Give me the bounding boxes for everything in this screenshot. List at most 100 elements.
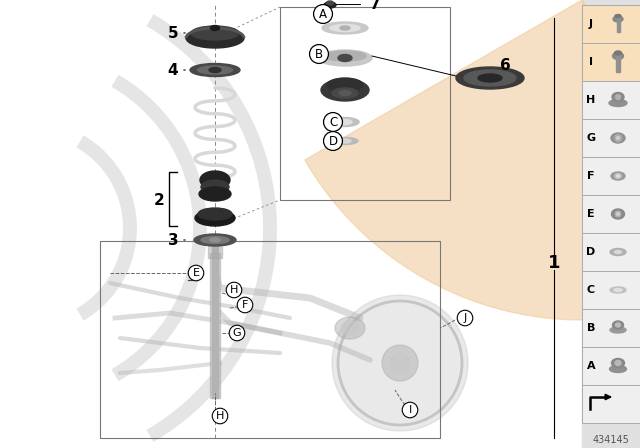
Text: B: B xyxy=(315,47,323,60)
Bar xyxy=(582,385,640,423)
Ellipse shape xyxy=(610,287,626,293)
Ellipse shape xyxy=(612,52,623,60)
Bar xyxy=(582,119,640,157)
Bar xyxy=(582,271,640,309)
Bar xyxy=(582,0,640,448)
Ellipse shape xyxy=(612,92,624,102)
Bar xyxy=(582,81,640,119)
Bar xyxy=(616,18,620,32)
Ellipse shape xyxy=(339,139,351,143)
Text: D: D xyxy=(586,247,596,257)
Ellipse shape xyxy=(331,117,359,126)
Ellipse shape xyxy=(610,327,626,333)
Text: G: G xyxy=(233,328,241,338)
Ellipse shape xyxy=(613,16,623,22)
Ellipse shape xyxy=(616,137,620,139)
Text: C: C xyxy=(329,116,337,129)
Ellipse shape xyxy=(612,321,623,329)
Ellipse shape xyxy=(191,26,239,40)
Ellipse shape xyxy=(324,51,366,61)
Ellipse shape xyxy=(338,55,352,61)
Text: F: F xyxy=(588,171,595,181)
Ellipse shape xyxy=(340,26,350,30)
Bar xyxy=(582,347,640,385)
Bar xyxy=(616,55,620,72)
Text: 2: 2 xyxy=(154,193,164,207)
Ellipse shape xyxy=(464,70,516,86)
Bar xyxy=(582,195,640,233)
Text: I: I xyxy=(589,57,593,67)
Text: I: I xyxy=(408,405,412,415)
Ellipse shape xyxy=(186,28,244,48)
Ellipse shape xyxy=(198,66,232,74)
Ellipse shape xyxy=(332,88,358,98)
Text: 1: 1 xyxy=(548,254,560,272)
Ellipse shape xyxy=(210,238,220,242)
Ellipse shape xyxy=(611,358,625,367)
Ellipse shape xyxy=(195,210,235,226)
Ellipse shape xyxy=(339,90,351,95)
Bar xyxy=(210,253,220,398)
Text: H: H xyxy=(586,95,596,105)
Ellipse shape xyxy=(614,51,621,55)
Text: J: J xyxy=(463,313,467,323)
Ellipse shape xyxy=(335,317,365,339)
Ellipse shape xyxy=(614,250,621,254)
Ellipse shape xyxy=(327,78,363,92)
Text: 7: 7 xyxy=(370,0,380,12)
Ellipse shape xyxy=(616,175,620,177)
Circle shape xyxy=(332,295,468,431)
Ellipse shape xyxy=(198,208,232,220)
Ellipse shape xyxy=(478,74,502,82)
Ellipse shape xyxy=(610,249,626,255)
Ellipse shape xyxy=(616,212,620,215)
Ellipse shape xyxy=(615,361,621,366)
Ellipse shape xyxy=(201,237,229,244)
Ellipse shape xyxy=(609,99,627,107)
Ellipse shape xyxy=(456,67,524,89)
Ellipse shape xyxy=(616,95,621,99)
Text: 5: 5 xyxy=(168,26,179,40)
Bar xyxy=(582,157,640,195)
Text: C: C xyxy=(587,285,595,295)
Ellipse shape xyxy=(616,323,621,327)
Bar xyxy=(582,233,640,271)
Ellipse shape xyxy=(611,133,625,143)
Ellipse shape xyxy=(324,2,336,8)
Circle shape xyxy=(390,353,410,373)
Ellipse shape xyxy=(614,289,622,292)
Ellipse shape xyxy=(326,1,333,5)
Ellipse shape xyxy=(615,14,621,17)
Text: D: D xyxy=(328,134,337,147)
Text: G: G xyxy=(586,133,596,143)
Ellipse shape xyxy=(190,64,240,77)
Wedge shape xyxy=(305,0,640,320)
Text: H: H xyxy=(216,411,224,421)
Ellipse shape xyxy=(209,68,221,73)
Text: H: H xyxy=(230,285,238,295)
Text: E: E xyxy=(193,268,200,278)
Bar xyxy=(582,309,640,347)
Bar xyxy=(582,5,640,43)
Ellipse shape xyxy=(194,234,236,246)
Ellipse shape xyxy=(615,211,621,217)
Ellipse shape xyxy=(611,209,625,219)
Text: 434145: 434145 xyxy=(593,435,629,445)
Ellipse shape xyxy=(318,50,372,66)
Text: 6: 6 xyxy=(500,57,510,73)
Ellipse shape xyxy=(614,173,621,178)
Circle shape xyxy=(382,345,418,381)
Bar xyxy=(208,240,222,258)
Ellipse shape xyxy=(611,172,625,180)
Ellipse shape xyxy=(322,22,368,34)
Text: E: E xyxy=(587,209,595,219)
Bar xyxy=(212,238,218,398)
Text: A: A xyxy=(319,8,327,21)
Ellipse shape xyxy=(338,120,352,125)
Ellipse shape xyxy=(330,25,360,31)
Ellipse shape xyxy=(211,26,220,30)
Bar xyxy=(100,241,440,438)
Text: B: B xyxy=(587,323,595,333)
Ellipse shape xyxy=(199,187,231,201)
Ellipse shape xyxy=(609,366,627,372)
